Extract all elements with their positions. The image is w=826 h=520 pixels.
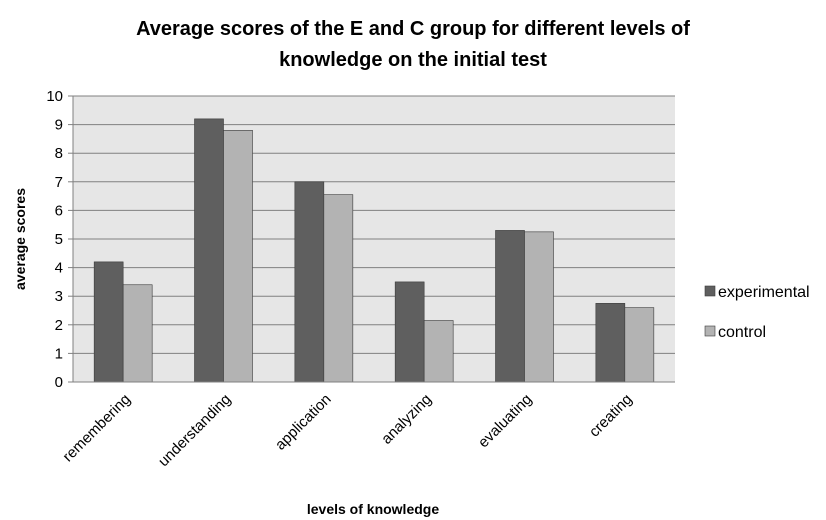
bar-experimental-evaluating	[495, 230, 525, 383]
x-axis-title: levels of knowledge	[307, 501, 439, 517]
chart-title-line-2: knowledge on the initial test	[279, 49, 547, 71]
y-axis-title: average scores	[12, 188, 28, 290]
y-tick-label: 9	[55, 117, 63, 134]
bar-control-analyzing	[423, 320, 454, 383]
grid-lines	[68, 95, 675, 383]
legend: experimental control	[704, 284, 810, 341]
bar-experimental-application	[294, 181, 325, 383]
x-tick-label: remembering	[59, 391, 134, 466]
bar-experimental-creating	[595, 303, 626, 383]
x-tick-label: analyzing	[378, 391, 435, 448]
bar-control-evaluating	[524, 231, 554, 383]
legend-swatch-control	[704, 325, 716, 337]
x-tick-labels: remembering understanding application analy…	[59, 391, 635, 470]
chart-title-line-1: Average scores of the E and C group for …	[136, 18, 690, 40]
x-tick-label: understanding	[155, 391, 234, 470]
y-tick-label: 6	[55, 202, 63, 219]
y-tick-label: 7	[55, 174, 63, 191]
bars	[93, 118, 655, 383]
bar-control-understanding	[223, 130, 253, 383]
x-tick-label: creating	[586, 391, 636, 441]
y-tick-label: 0	[55, 374, 63, 391]
bar-control-remembering	[122, 284, 153, 383]
y-tick-label: 4	[55, 260, 63, 277]
y-tick-label: 8	[55, 145, 63, 162]
bar-control-application	[323, 194, 354, 383]
bar-experimental-remembering	[93, 261, 124, 383]
y-tick-label: 2	[55, 317, 63, 334]
legend-swatch-experimental	[704, 285, 716, 297]
x-tick-label: evaluating	[475, 391, 535, 451]
bar-control-creating	[624, 307, 655, 383]
y-tick-label: 1	[55, 345, 63, 362]
y-tick-labels: 0 1 2 3 4 5 6 7 8 9 10	[46, 88, 63, 391]
bar-experimental-analyzing	[394, 281, 425, 383]
x-tick-label: application	[272, 391, 335, 454]
legend-label-control: control	[718, 324, 766, 341]
y-tick-label: 3	[55, 288, 63, 305]
y-tick-label: 10	[46, 88, 63, 105]
legend-label-experimental: experimental	[718, 284, 810, 301]
y-tick-label: 5	[55, 231, 63, 248]
bar-experimental-understanding	[194, 118, 224, 383]
